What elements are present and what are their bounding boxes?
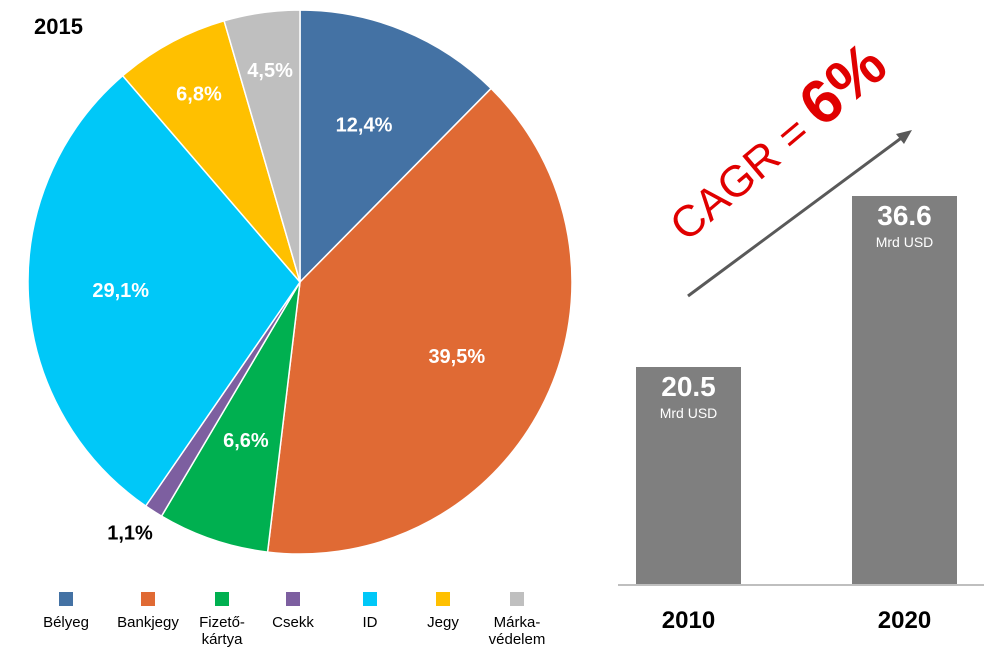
bar-category-label: 2020 [877,607,932,634]
pie-data-label-1: 39,5% [428,346,485,368]
pie-slice-4 [27,74,301,508]
growth-arrow-line [687,134,905,298]
pie-title: 2015 [34,14,83,39]
pie-slice-2 [160,281,301,553]
bar-value-label: 36.6 [877,200,932,232]
legend-label: Márka- védelem [488,614,546,648]
bar-unit-label: Mrd USD [875,234,934,251]
legend-item: Csekk [248,592,338,631]
legend-item: Jegy [398,592,488,631]
legend-item: ID [325,592,415,631]
legend-item: Fizető- kártya [177,592,267,648]
pie-data-label-4: 29,1% [92,280,149,302]
bar-category-label: 2010 [661,607,716,634]
pie-data-label-5: 6,8% [176,84,222,106]
legend-item: Bankjegy [103,592,193,631]
legend-label: Jegy [427,614,459,631]
bar-unit-label: Mrd USD [659,404,718,421]
legend-label: Bankjegy [117,614,179,631]
bar-2010: 20.5 Mrd USD [636,366,741,584]
pie-data-label-2: 6,6% [223,430,269,452]
legend-swatch [286,592,300,606]
legend-swatch [363,592,377,606]
pie-slice-6 [223,9,301,283]
legend-item: Márka- védelem [472,592,562,648]
pie-slice-1 [266,87,573,555]
legend-swatch [59,592,73,606]
pie-data-label-0: 12,4% [336,114,393,136]
bar-2020: 36.6 Mrd USD [852,196,957,584]
growth-arrow-head [896,130,912,144]
bar-value-label: 20.5 [661,370,716,402]
bar-chart: 20.5 Mrd USD 2010 36.6 Mrd USD 2020 [600,0,992,666]
pie-data-label-3: 1,1% [107,522,153,544]
legend-item: Bélyeg [21,592,111,631]
pie-data-label-6: 4,5% [247,60,293,82]
pie-slice-0 [299,9,493,284]
legend-label: Bélyeg [43,614,89,631]
pie-slice-5 [121,19,301,283]
bar-axis [618,584,984,586]
legend-label: ID [362,614,378,631]
legend-swatch [141,592,155,606]
legend-swatch [436,592,450,606]
legend-swatch [510,592,524,606]
legend-label: Fizető- kártya [199,614,245,648]
legend-swatch [215,592,229,606]
legend-label: Csekk [272,614,314,631]
